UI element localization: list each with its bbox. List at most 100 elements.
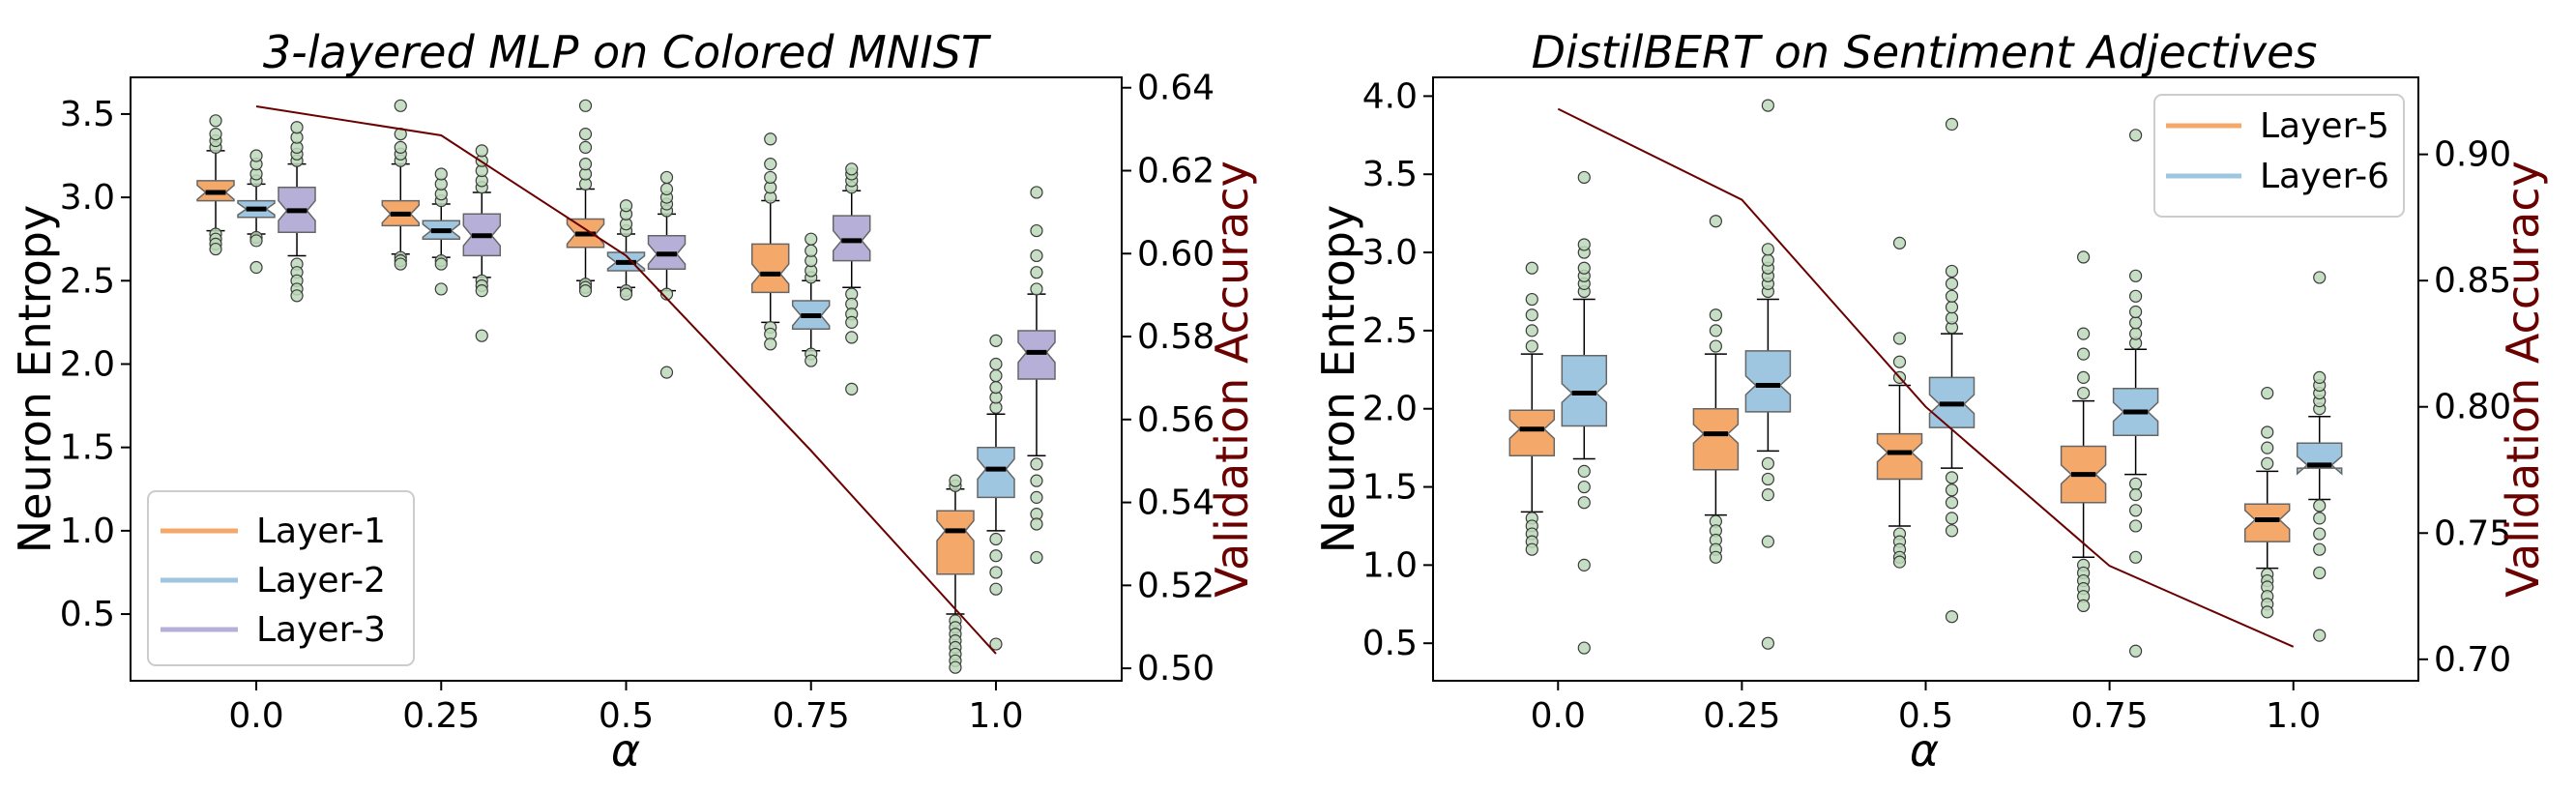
outlier-point <box>1030 223 1043 238</box>
y-tick-label: 0.5 <box>1362 624 1418 663</box>
validation-accuracy-line <box>255 105 997 655</box>
outlier-point <box>1945 311 1959 325</box>
outlier-point <box>1761 99 1774 112</box>
box-layer-1-0.75 <box>750 132 790 351</box>
y-right-tick-label: 0.70 <box>2434 640 2511 680</box>
outlier-point <box>2129 504 2143 517</box>
box-layer-2-0.5 <box>606 199 646 301</box>
outlier-point <box>2129 269 2143 282</box>
validation-accuracy-line <box>1557 107 2295 648</box>
outlier-point <box>1525 339 1538 353</box>
outlier-point <box>475 329 488 342</box>
y-axis-ticks: 0.5 1.0 1.5 2.0 2.5 3.0 3.5 <box>60 95 131 634</box>
outlier-point <box>1030 474 1043 487</box>
outlier-point <box>1892 236 1907 249</box>
y-tick-label: 3.5 <box>1362 155 1418 194</box>
box-layer-6-1.0 <box>2296 271 2343 642</box>
chart-title: DistilBERT on Sentiment Adjectives <box>1532 26 2318 78</box>
y-axis-right-label: Validation Accuracy <box>1206 161 1258 598</box>
box-layer-5-1.0 <box>2243 386 2291 619</box>
y-right-tick-label: 0.80 <box>2434 388 2511 427</box>
outlier-point <box>578 128 593 141</box>
outlier-point <box>805 232 818 246</box>
y-tick-label: 1.0 <box>60 512 115 551</box>
outlier-point <box>578 99 593 112</box>
box-body <box>1017 330 1056 380</box>
outlier-point <box>2313 499 2327 513</box>
y-axis-ticks: 0.5 1.0 1.5 2.0 2.5 3.0 3.5 4.0 <box>1362 76 1433 663</box>
x-axis-label: α <box>611 724 640 776</box>
outlier-point <box>764 337 777 351</box>
x-tick-label: 1.0 <box>968 696 1023 736</box>
legend-label: Layer-5 <box>2260 106 2389 146</box>
y-tick-label: 2.5 <box>60 261 115 301</box>
outlier-point <box>1945 264 1959 278</box>
y-tick-label: 1.5 <box>60 428 115 468</box>
outlier-point <box>290 289 304 303</box>
box-body <box>977 446 1015 499</box>
outlier-point <box>1761 253 1774 267</box>
box-layer-5-0.25 <box>1692 215 1740 564</box>
outlier-point <box>1945 483 1959 497</box>
box-body <box>1692 407 1740 471</box>
outlier-point <box>2077 386 2091 400</box>
outlier-point <box>1577 641 1591 655</box>
y-right-tick-label: 0.60 <box>1137 234 1215 274</box>
y-axis-label: Neuron Entropy <box>1312 205 1364 553</box>
outlier-point <box>2313 271 2327 284</box>
box-layer-3-0.75 <box>832 162 871 396</box>
y-tick-label: 2.5 <box>1362 311 1418 351</box>
outlier-point <box>845 331 859 344</box>
outlier-point <box>2129 316 2143 330</box>
legend-entry-layer-6: Layer-6 <box>2166 157 2389 196</box>
y-tick-label: 3.5 <box>60 95 115 134</box>
outlier-point <box>1030 550 1043 565</box>
outlier-point <box>659 366 674 379</box>
outlier-point <box>989 357 1003 371</box>
outlier-point <box>1761 456 1774 470</box>
outlier-point <box>434 167 448 181</box>
box-layer-5-0.0 <box>1508 261 1556 556</box>
box-layer-2-0.0 <box>237 149 276 275</box>
box-layer-3-0.0 <box>278 121 316 303</box>
outlier-point <box>1525 542 1538 556</box>
outlier-point <box>1030 517 1043 531</box>
box-layer-5-0.5 <box>1876 236 1923 569</box>
x-tick-label: 0.75 <box>2071 696 2149 736</box>
box-layer-1-1.0 <box>936 474 975 674</box>
box-layer-3-0.5 <box>647 170 687 379</box>
outlier-point <box>2077 347 2091 361</box>
x-tick-label: 0.25 <box>402 696 480 736</box>
outlier-point <box>1577 496 1591 510</box>
outlier-point <box>1945 289 1959 303</box>
y-tick-label: 4.0 <box>1362 76 1418 116</box>
outlier-point <box>1030 282 1043 296</box>
outlier-point <box>2077 599 2091 613</box>
legend-entry-layer-2: Layer-2 <box>161 561 386 601</box>
outlier-point <box>1761 488 1774 502</box>
box-layer-1-0.5 <box>566 99 605 298</box>
outlier-point <box>2129 519 2143 533</box>
outlier-point <box>578 284 593 298</box>
outlier-point <box>1709 550 1722 564</box>
outlier-point <box>764 170 777 185</box>
outlier-point <box>989 582 1003 596</box>
outlier-point <box>2129 644 2143 658</box>
outlier-point <box>805 244 818 257</box>
outlier-point <box>1525 292 1538 307</box>
legend-entry-layer-5: Layer-5 <box>2166 106 2389 146</box>
x-tick-label: 0.25 <box>1703 696 1780 736</box>
legend-frame <box>147 490 415 666</box>
legend-entry-layer-1: Layer-1 <box>161 512 386 551</box>
y-axis-label: Neuron Entropy <box>9 205 61 553</box>
outlier-point <box>1945 471 1959 484</box>
y-right-tick-label: 0.52 <box>1137 566 1215 605</box>
outlier-point <box>2261 386 2274 400</box>
outlier-point <box>989 566 1003 579</box>
outlier-point <box>1945 301 1959 314</box>
y-right-tick-label: 0.75 <box>2434 513 2511 553</box>
legend: Layer-5 Layer-6 <box>2153 94 2405 218</box>
x-tick-label: 0.0 <box>1531 696 1586 736</box>
y-right-tick-label: 0.90 <box>2434 135 2511 175</box>
x-axis-label: α <box>1910 724 1939 776</box>
